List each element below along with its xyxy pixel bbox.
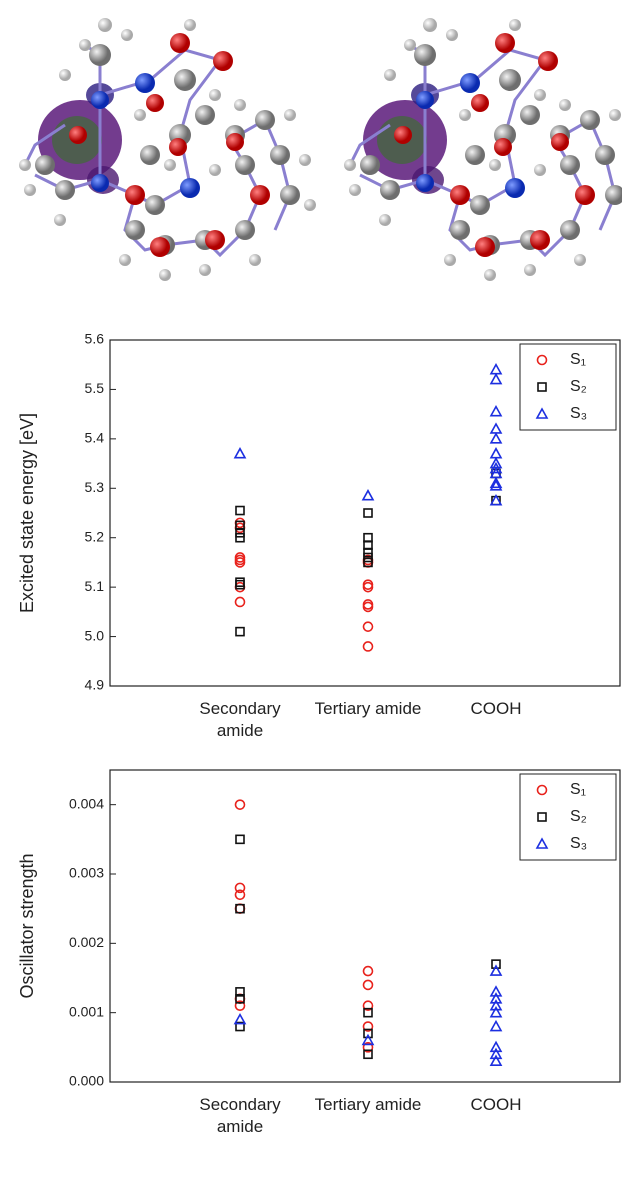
data-point (236, 583, 245, 592)
data-point (364, 622, 373, 631)
y-tick-label: 5.3 (85, 479, 105, 495)
legend-label: S₁ (570, 781, 586, 798)
legend-box (520, 344, 616, 430)
data-point (491, 1022, 501, 1031)
y-tick-label: 0.002 (69, 934, 104, 950)
x-tick-label: Secondary amide (175, 1094, 305, 1138)
data-point (491, 478, 501, 487)
data-point (236, 507, 244, 515)
data-point (236, 597, 245, 606)
data-point (491, 407, 501, 416)
legend-label: S₂ (570, 378, 587, 395)
data-point (491, 365, 501, 374)
x-tick-label: Secondary amide (175, 698, 305, 742)
y-tick-label: 0.001 (69, 1003, 104, 1019)
data-point (236, 534, 244, 542)
legend-label: S₃ (570, 405, 587, 422)
legend-label: S₃ (570, 835, 587, 852)
data-point (491, 434, 501, 443)
y-axis-label: Excited state energy [eV] (17, 413, 37, 613)
chart: 4.9 5.0 5.1 5.2 5.3 5.4 5.5 5.6 Excited state en… (0, 0, 622, 1180)
y-tick-label: 5.4 (85, 430, 105, 446)
y-tick-label: 5.0 (85, 627, 105, 643)
data-point (491, 375, 501, 384)
x-tick-label: COOH (431, 698, 561, 720)
legend-label: S₁ (570, 351, 586, 368)
x-tick-label: Tertiary amide (303, 1094, 433, 1116)
y-tick-label: 0.000 (69, 1073, 104, 1089)
figure: 4.9 5.0 5.1 5.2 5.3 5.4 5.5 5.6 Excited state en… (0, 0, 622, 1180)
y-tick-label: 0.004 (69, 795, 104, 811)
data-point (364, 980, 373, 989)
legend-box (520, 774, 616, 860)
data-point (236, 800, 245, 809)
y-tick-label: 4.9 (85, 677, 105, 693)
legend-label: S₂ (570, 808, 587, 825)
data-point (236, 835, 244, 843)
x-tick-label: COOH (431, 1094, 561, 1116)
y-tick-label: 5.1 (85, 578, 105, 594)
data-point (364, 642, 373, 651)
data-point (363, 491, 373, 500)
y-tick-label: 5.2 (85, 528, 105, 544)
data-point (364, 967, 373, 976)
data-point (236, 904, 245, 913)
y-tick-label: 0.003 (69, 865, 104, 881)
y-tick-label: 5.6 (85, 331, 105, 347)
data-point (364, 509, 372, 517)
data-point (491, 424, 501, 433)
y-tick-label: 5.5 (85, 380, 105, 396)
data-point (235, 449, 245, 458)
y-axis-label: Oscillator strength (17, 853, 37, 998)
data-point (236, 628, 244, 636)
data-point (491, 449, 501, 458)
x-tick-label: Tertiary amide (303, 698, 433, 720)
